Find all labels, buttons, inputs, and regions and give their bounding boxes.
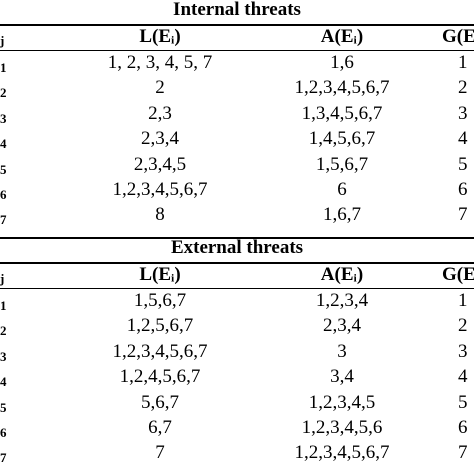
cell: 4	[458, 366, 468, 388]
column-header: G(E	[442, 264, 474, 285]
rule	[0, 50, 474, 51]
cell: 2,3,4	[323, 315, 361, 337]
cell: 5,6,7	[141, 391, 179, 413]
column-header: L(Eᵢ)	[139, 26, 181, 47]
cell: 8	[155, 204, 165, 226]
cell: 2,3	[148, 102, 172, 124]
rule	[0, 24, 474, 26]
column-header: A(Eᵢ)	[320, 26, 364, 47]
cell: 1	[458, 290, 468, 311]
cell: 7	[458, 442, 468, 464]
cell: 6	[0, 187, 7, 202]
cell: 1,2,3,4,5	[308, 391, 376, 413]
rule	[0, 237, 474, 239]
cell: 3	[458, 102, 468, 124]
cell: 7	[458, 204, 468, 226]
cell: 2,3,4	[141, 128, 179, 150]
column-header: A(Eᵢ)	[320, 264, 364, 285]
cell: 2,3,4,5	[133, 153, 187, 175]
cell: 1	[458, 52, 468, 73]
cell: 1,5,6,7	[133, 290, 187, 311]
cell: 7	[0, 212, 7, 228]
cell: 3	[337, 340, 347, 362]
cell: 6	[337, 179, 347, 200]
cell: 2	[0, 323, 7, 339]
cell: 6	[458, 417, 468, 438]
cell: 2	[0, 85, 7, 101]
cell: 1,2,3,4,5,6,7	[294, 77, 390, 99]
cell: 1	[0, 298, 7, 313]
cell: 6,7	[148, 417, 172, 438]
cell: 6	[0, 425, 7, 440]
cell: 3	[458, 340, 468, 362]
cell: 1,5,6,7	[315, 153, 369, 175]
cell: 5	[458, 391, 468, 413]
cell: 1,4,5,6,7	[308, 128, 376, 150]
cell: 1,2,3,4,5,6,7	[112, 179, 208, 200]
cell: 4	[0, 374, 7, 390]
cell: 1,2,3,4	[315, 290, 369, 311]
cell: 2	[458, 77, 468, 99]
cell: 7	[155, 442, 165, 464]
cell: 1,2,4,5,6,7	[119, 366, 201, 388]
cell: 4	[458, 128, 468, 150]
cell: 3,4	[330, 366, 354, 388]
cell: 3	[0, 348, 7, 364]
cell: 4	[0, 136, 7, 152]
column-header: G(E	[442, 26, 474, 47]
cell: 1,2,3,4,5,6,7	[294, 442, 390, 464]
cell: 2	[458, 315, 468, 337]
rule	[0, 288, 474, 289]
column-header: j	[0, 271, 5, 286]
rule	[0, 262, 474, 264]
cell: 1,6	[330, 52, 354, 73]
cell: 1,2,5,6,7	[126, 315, 194, 337]
cell: 1, 2, 3, 4, 5, 7	[107, 52, 213, 73]
cell: 2	[155, 77, 165, 99]
section-title: Internal threats	[173, 0, 301, 20]
column-header: L(Eᵢ)	[139, 264, 181, 285]
cell: 5	[0, 161, 7, 177]
cell: 1	[0, 60, 7, 75]
cell: 1,3,4,5,6,7	[301, 102, 383, 124]
cell: 1,2,3,4,5,6	[301, 417, 383, 438]
cell: 5	[458, 153, 468, 175]
cell: 5	[0, 399, 7, 415]
cell: 1,2,3,4,5,6,7	[112, 340, 208, 362]
cell: 6	[458, 179, 468, 200]
cell: 1,6,7	[323, 204, 361, 226]
cell: 3	[0, 110, 7, 126]
cell: 7	[0, 450, 7, 466]
column-header: j	[0, 33, 5, 48]
section-title: External threats	[170, 237, 304, 258]
